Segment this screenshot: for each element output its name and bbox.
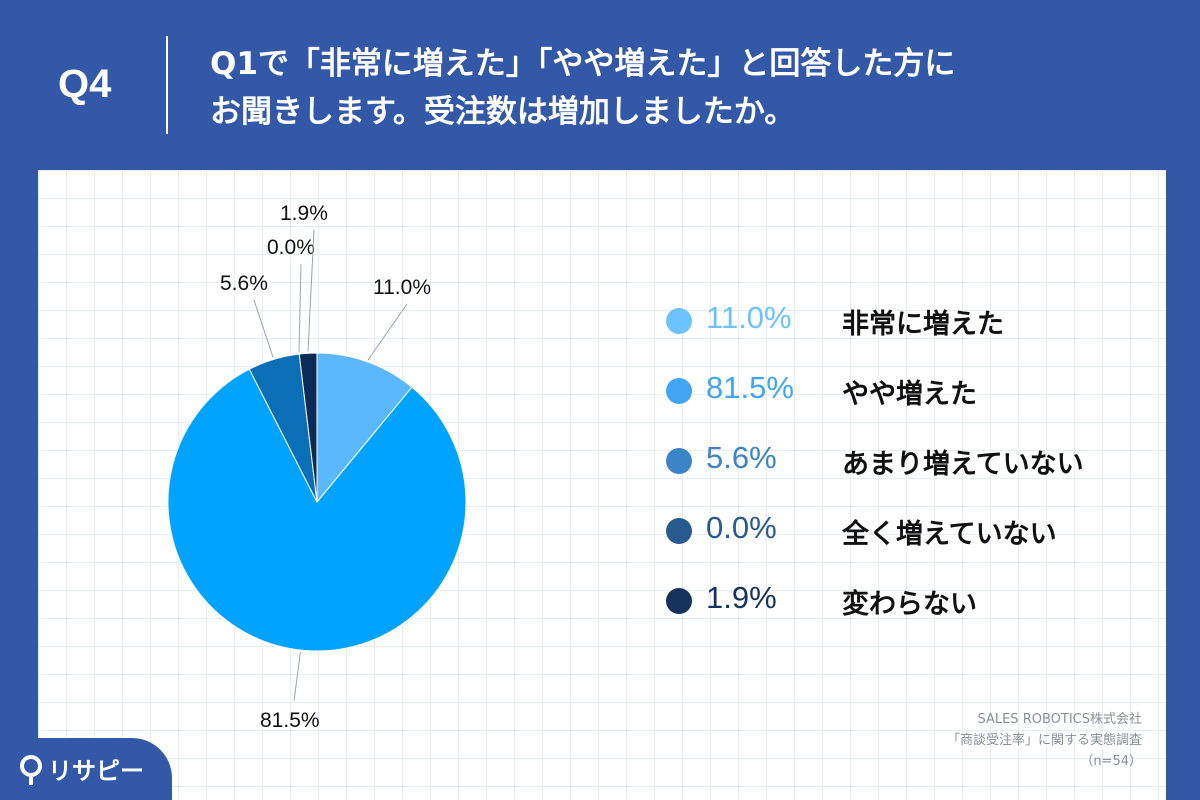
source-company: SALES ROBOTICS株式会社: [977, 712, 1142, 727]
data-label: 81.5%: [260, 709, 320, 732]
legend-percent: 11.0%: [706, 300, 792, 335]
source-survey: 「商談受注率」に関する実態調査: [946, 733, 1142, 748]
legend-label: あまり増えていない: [842, 449, 1084, 480]
chart-legend: 11.0% 非常に増えた 81.5% やや増えた 5.6% あまり増えていない …: [666, 300, 1146, 650]
source-note: SALES ROBOTICS株式会社 「商談受注率」に関する実態調査 （n=54…: [947, 709, 1142, 772]
pie-chart: 11.0% 81.5% 5.6% 0.0% 1.9%: [167, 202, 467, 732]
legend-percent: 5.6%: [706, 440, 777, 475]
legend-item: 1.9% 変わらない: [666, 580, 1146, 650]
data-label: 11.0%: [373, 276, 431, 299]
question-text: Q1で「非常に増えた」「やや増えた」と回答した方に お聞きします。受注数は増加し…: [210, 40, 1170, 136]
leader-line: [293, 652, 301, 702]
legend-percent: 0.0%: [706, 510, 777, 545]
legend-item: 5.6% あまり増えていない: [666, 440, 1146, 510]
legend-percent: 81.5%: [706, 370, 794, 405]
legend-dot: [666, 588, 692, 614]
question-number: Q4: [58, 62, 112, 106]
brand-logo: リサピー: [0, 738, 172, 800]
legend-dot: [666, 448, 692, 474]
legend-label: 変わらない: [842, 589, 977, 620]
leader-line: [298, 263, 302, 353]
pin-icon: [20, 755, 42, 785]
legend-percent: 1.9%: [706, 580, 777, 615]
leader-line: [253, 299, 274, 358]
data-label: 1.9%: [280, 202, 328, 225]
header-divider: [166, 36, 168, 134]
legend-item: 81.5% やや増えた: [666, 370, 1146, 440]
legend-label: 非常に増えた: [842, 309, 1004, 340]
data-label: 5.6%: [220, 272, 268, 295]
legend-dot: [666, 378, 692, 404]
question-line-1: Q1で「非常に増えた」「やや増えた」と回答した方に: [210, 46, 956, 82]
data-label: 0.0%: [267, 236, 315, 259]
question-line-2: お聞きします。受注数は増加しましたか。: [210, 94, 796, 130]
pie-slice: [167, 368, 467, 652]
legend-label: やや増えた: [842, 379, 977, 410]
source-sample-size: （n=54）: [1080, 754, 1142, 769]
brand-name: リサピー: [48, 757, 144, 785]
header-banner: Q4 Q1で「非常に増えた」「やや増えた」と回答した方に お聞きします。受注数は…: [0, 0, 1200, 168]
legend-label: 全く増えていない: [842, 519, 1057, 550]
chart-panel: 11.0% 81.5% 5.6% 0.0% 1.9% 11.0% 非常に増えた 81.5…: [38, 170, 1166, 800]
legend-dot: [666, 518, 692, 544]
legend-dot: [666, 308, 692, 334]
legend-item: 11.0% 非常に増えた: [666, 300, 1146, 370]
leader-line: [307, 229, 315, 352]
leader-line: [367, 303, 408, 361]
pie-slice: [298, 352, 318, 503]
pie-slice: [316, 352, 413, 504]
legend-item: 0.0% 全く増えていない: [666, 510, 1146, 580]
